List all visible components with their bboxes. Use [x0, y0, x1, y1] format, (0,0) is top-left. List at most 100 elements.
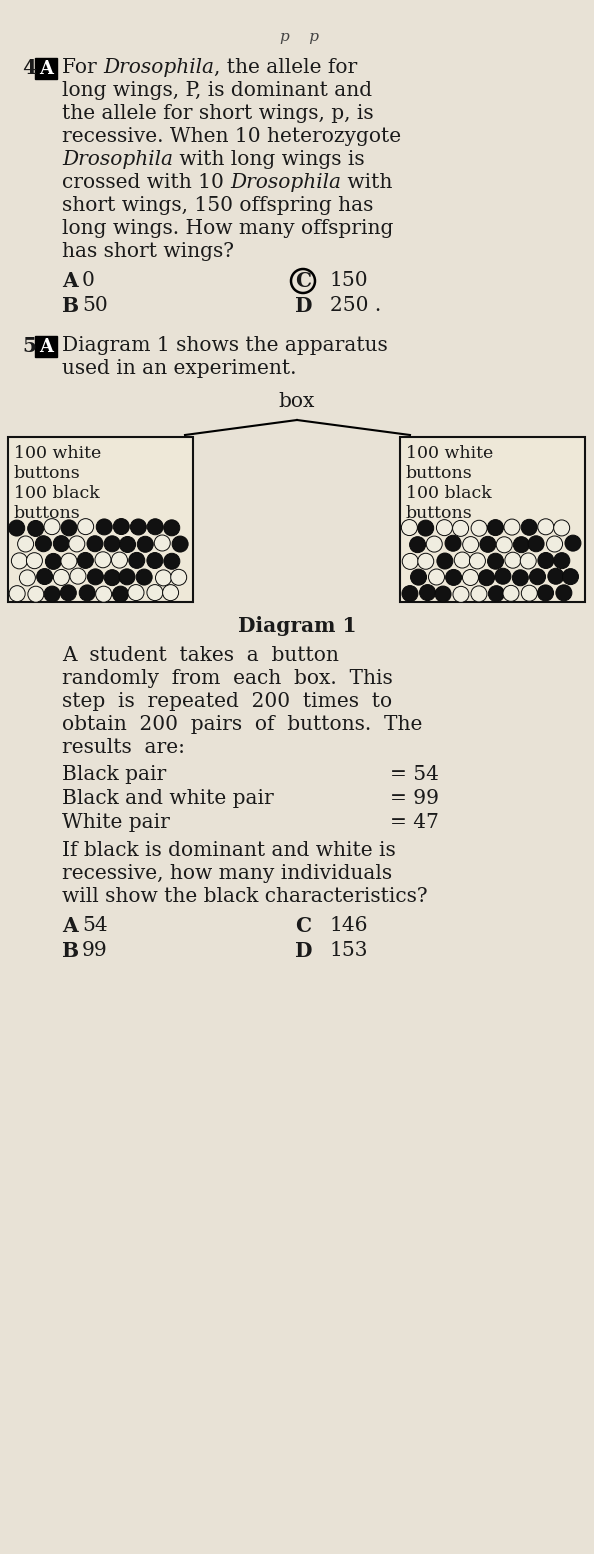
Text: 0: 0 [82, 270, 95, 291]
Circle shape [495, 569, 511, 584]
Text: C: C [295, 915, 311, 936]
Circle shape [538, 584, 554, 601]
Circle shape [44, 519, 60, 535]
Text: long wings, P, is dominant and: long wings, P, is dominant and [62, 81, 372, 99]
Text: , the allele for: , the allele for [214, 57, 358, 78]
Circle shape [53, 569, 69, 586]
Text: = 99: = 99 [390, 789, 439, 808]
Text: A  student  takes  a  button: A student takes a button [62, 646, 339, 665]
Circle shape [37, 569, 53, 584]
Circle shape [36, 536, 52, 552]
Circle shape [528, 536, 544, 552]
Circle shape [435, 586, 451, 601]
Circle shape [78, 519, 94, 535]
Circle shape [11, 553, 27, 569]
Circle shape [154, 535, 170, 552]
FancyBboxPatch shape [400, 437, 585, 601]
Text: A: A [62, 270, 78, 291]
Circle shape [147, 584, 163, 600]
Circle shape [563, 569, 579, 584]
Text: White pair: White pair [62, 813, 170, 831]
Circle shape [522, 586, 538, 601]
Circle shape [463, 536, 479, 553]
Text: 4: 4 [22, 57, 36, 78]
Circle shape [505, 552, 521, 569]
Circle shape [172, 536, 188, 552]
Circle shape [156, 570, 172, 586]
Circle shape [402, 519, 418, 536]
Circle shape [61, 584, 76, 601]
FancyBboxPatch shape [8, 437, 193, 601]
Circle shape [454, 552, 470, 569]
Text: recessive. When 10 heterozygote: recessive. When 10 heterozygote [62, 127, 401, 146]
Circle shape [164, 521, 180, 536]
Circle shape [44, 586, 60, 601]
Circle shape [69, 536, 85, 552]
Circle shape [45, 553, 61, 569]
Text: buttons: buttons [14, 465, 81, 482]
Circle shape [77, 552, 93, 569]
Circle shape [61, 553, 77, 569]
Text: Drosophila: Drosophila [103, 57, 214, 78]
Text: with: with [341, 172, 393, 193]
Circle shape [87, 536, 103, 552]
Circle shape [79, 584, 95, 601]
Circle shape [446, 569, 462, 586]
Circle shape [113, 519, 129, 535]
Circle shape [128, 584, 144, 600]
Circle shape [87, 569, 103, 584]
Circle shape [538, 553, 554, 569]
Circle shape [418, 521, 434, 536]
Circle shape [496, 536, 512, 553]
Circle shape [437, 553, 453, 569]
Text: 100 white: 100 white [14, 444, 101, 462]
Circle shape [463, 569, 479, 586]
Circle shape [112, 586, 128, 601]
Circle shape [520, 553, 536, 569]
Circle shape [119, 569, 135, 584]
Circle shape [28, 586, 44, 603]
Text: Drosophila: Drosophila [62, 151, 173, 169]
Text: B: B [62, 295, 79, 315]
Circle shape [402, 553, 418, 569]
Text: A: A [39, 61, 53, 79]
Circle shape [53, 536, 69, 552]
Text: will show the black characteristics?: will show the black characteristics? [62, 887, 428, 906]
Circle shape [164, 553, 180, 569]
Text: Drosophila: Drosophila [230, 172, 341, 193]
Text: Black and white pair: Black and white pair [62, 789, 274, 808]
Circle shape [488, 553, 504, 569]
Circle shape [479, 570, 495, 586]
Text: short wings, 150 offspring has: short wings, 150 offspring has [62, 196, 374, 214]
Text: buttons: buttons [14, 505, 81, 522]
Text: = 47: = 47 [390, 813, 439, 831]
Circle shape [130, 519, 146, 535]
Text: buttons: buttons [406, 465, 473, 482]
Circle shape [488, 586, 504, 601]
Circle shape [20, 570, 36, 586]
Circle shape [529, 569, 545, 584]
Circle shape [503, 586, 519, 601]
Circle shape [137, 536, 153, 552]
Circle shape [504, 519, 520, 535]
Circle shape [538, 519, 554, 535]
Circle shape [554, 521, 570, 536]
Circle shape [554, 553, 570, 569]
Text: For: For [62, 57, 103, 78]
Text: 50: 50 [82, 295, 108, 315]
Text: box: box [279, 392, 315, 410]
Text: 153: 153 [330, 942, 368, 960]
Text: C: C [295, 270, 311, 291]
Circle shape [445, 535, 461, 552]
Circle shape [453, 586, 469, 603]
Text: long wings. How many offspring: long wings. How many offspring [62, 219, 393, 238]
Text: 100 black: 100 black [14, 485, 100, 502]
Circle shape [437, 519, 453, 536]
Circle shape [469, 553, 485, 569]
Circle shape [119, 536, 135, 553]
Circle shape [61, 521, 77, 536]
Circle shape [546, 536, 563, 552]
Text: 54: 54 [82, 915, 108, 936]
Text: A: A [39, 339, 53, 356]
Circle shape [419, 584, 435, 600]
